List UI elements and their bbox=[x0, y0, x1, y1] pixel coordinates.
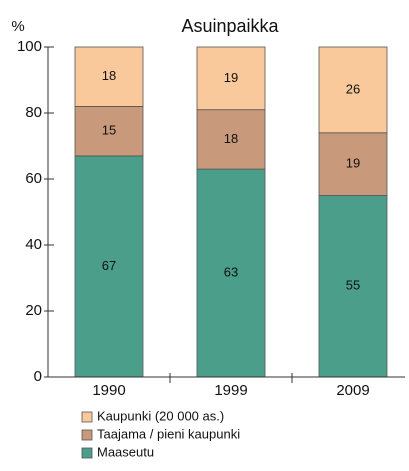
value-label: 19 bbox=[224, 70, 238, 85]
value-label: 18 bbox=[224, 131, 238, 146]
value-label: 18 bbox=[102, 68, 116, 83]
y-tick-label: 0 bbox=[34, 368, 42, 385]
x-tick-label: 1990 bbox=[92, 382, 125, 399]
bar-segment bbox=[318, 132, 388, 196]
value-label: 15 bbox=[102, 123, 116, 138]
legend-swatch bbox=[81, 429, 93, 441]
bar-segment bbox=[74, 46, 144, 107]
chart-title: Asuinpaikka bbox=[181, 16, 279, 36]
x-tick-label: 2009 bbox=[336, 382, 369, 399]
legend-swatch bbox=[81, 447, 93, 459]
x-tick-label: 1999 bbox=[214, 382, 247, 399]
bar-segment bbox=[196, 109, 266, 170]
legend-label: Taajama / pieni kaupunki bbox=[97, 426, 240, 441]
bar-segment bbox=[318, 195, 388, 378]
y-tick-label: 60 bbox=[25, 170, 42, 187]
y-axis-label: % bbox=[11, 18, 24, 35]
value-label: 26 bbox=[346, 81, 360, 96]
bar-segment bbox=[74, 106, 144, 157]
y-tick-label: 20 bbox=[25, 302, 42, 319]
value-label: 63 bbox=[224, 264, 238, 279]
y-tick-label: 40 bbox=[25, 236, 42, 253]
value-label: 19 bbox=[346, 156, 360, 171]
legend-swatch bbox=[81, 411, 93, 423]
legend-label: Maaseutu bbox=[97, 444, 154, 459]
bar-segment bbox=[318, 46, 388, 134]
y-tick-label: 80 bbox=[25, 104, 42, 121]
value-label: 55 bbox=[346, 278, 360, 293]
y-tick-label: 100 bbox=[17, 38, 42, 55]
legend-label: Kaupunki (20 000 as.) bbox=[97, 408, 224, 423]
value-label: 67 bbox=[102, 258, 116, 273]
bar-segment bbox=[196, 46, 266, 111]
